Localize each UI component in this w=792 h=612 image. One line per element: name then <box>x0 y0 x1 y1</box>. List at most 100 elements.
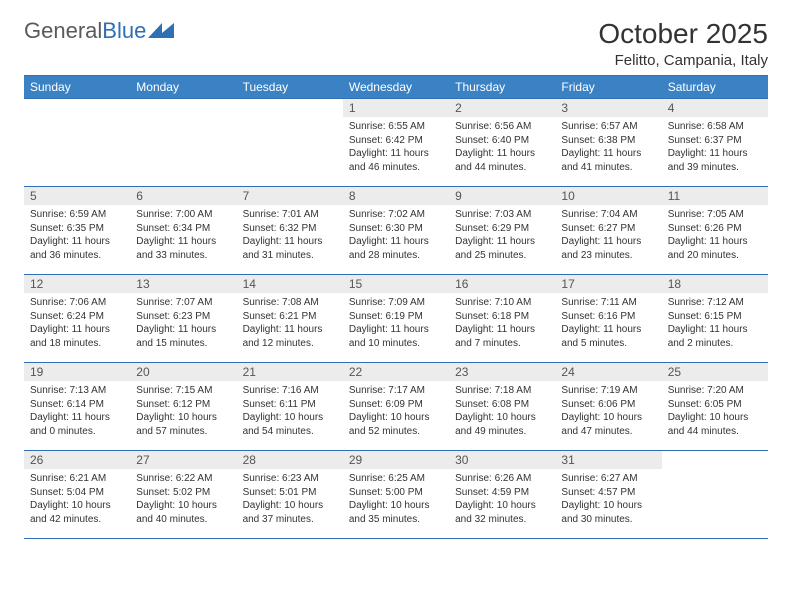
day-info: Sunrise: 6:26 AMSunset: 4:59 PMDaylight:… <box>449 469 555 530</box>
calendar-week-row: 1Sunrise: 6:55 AMSunset: 6:42 PMDaylight… <box>24 99 768 187</box>
day-number: 27 <box>130 451 236 469</box>
daylight-text: Daylight: 11 hours and 0 minutes. <box>30 411 124 438</box>
sunrise-text: Sunrise: 7:05 AM <box>668 208 762 222</box>
sunrise-text: Sunrise: 6:22 AM <box>136 472 230 486</box>
calendar-week-row: 26Sunrise: 6:21 AMSunset: 5:04 PMDayligh… <box>24 451 768 539</box>
day-number: 8 <box>343 187 449 205</box>
daylight-text: Daylight: 11 hours and 36 minutes. <box>30 235 124 262</box>
calendar-day-cell: 22Sunrise: 7:17 AMSunset: 6:09 PMDayligh… <box>343 363 449 451</box>
sunrise-text: Sunrise: 7:18 AM <box>455 384 549 398</box>
calendar-day-cell: 23Sunrise: 7:18 AMSunset: 6:08 PMDayligh… <box>449 363 555 451</box>
sunset-text: Sunset: 6:26 PM <box>668 222 762 236</box>
sunrise-text: Sunrise: 7:04 AM <box>561 208 655 222</box>
day-info: Sunrise: 7:16 AMSunset: 6:11 PMDaylight:… <box>237 381 343 442</box>
sunrise-text: Sunrise: 7:00 AM <box>136 208 230 222</box>
weekday-header: Thursday <box>449 76 555 99</box>
sunrise-text: Sunrise: 7:08 AM <box>243 296 337 310</box>
daylight-text: Daylight: 11 hours and 12 minutes. <box>243 323 337 350</box>
daylight-text: Daylight: 11 hours and 41 minutes. <box>561 147 655 174</box>
daylight-text: Daylight: 11 hours and 28 minutes. <box>349 235 443 262</box>
sunrise-text: Sunrise: 7:11 AM <box>561 296 655 310</box>
sunrise-text: Sunrise: 6:27 AM <box>561 472 655 486</box>
sunrise-text: Sunrise: 7:19 AM <box>561 384 655 398</box>
sunset-text: Sunset: 6:37 PM <box>668 134 762 148</box>
sunset-text: Sunset: 6:23 PM <box>136 310 230 324</box>
sunset-text: Sunset: 6:11 PM <box>243 398 337 412</box>
daylight-text: Daylight: 11 hours and 7 minutes. <box>455 323 549 350</box>
sunset-text: Sunset: 5:04 PM <box>30 486 124 500</box>
daylight-text: Daylight: 10 hours and 57 minutes. <box>136 411 230 438</box>
calendar-week-row: 12Sunrise: 7:06 AMSunset: 6:24 PMDayligh… <box>24 275 768 363</box>
day-info: Sunrise: 6:57 AMSunset: 6:38 PMDaylight:… <box>555 117 661 178</box>
day-number: 25 <box>662 363 768 381</box>
sunset-text: Sunset: 6:06 PM <box>561 398 655 412</box>
calendar-day-cell: 15Sunrise: 7:09 AMSunset: 6:19 PMDayligh… <box>343 275 449 363</box>
calendar-day-cell: 7Sunrise: 7:01 AMSunset: 6:32 PMDaylight… <box>237 187 343 275</box>
sunrise-text: Sunrise: 7:07 AM <box>136 296 230 310</box>
day-info: Sunrise: 7:08 AMSunset: 6:21 PMDaylight:… <box>237 293 343 354</box>
sunset-text: Sunset: 6:32 PM <box>243 222 337 236</box>
calendar-day-cell: 3Sunrise: 6:57 AMSunset: 6:38 PMDaylight… <box>555 99 661 187</box>
calendar-day-cell: 5Sunrise: 6:59 AMSunset: 6:35 PMDaylight… <box>24 187 130 275</box>
sunset-text: Sunset: 6:12 PM <box>136 398 230 412</box>
month-title: October 2025 <box>598 18 768 50</box>
daylight-text: Daylight: 10 hours and 44 minutes. <box>668 411 762 438</box>
weekday-header: Sunday <box>24 76 130 99</box>
daylight-text: Daylight: 11 hours and 33 minutes. <box>136 235 230 262</box>
day-number: 6 <box>130 187 236 205</box>
day-number: 17 <box>555 275 661 293</box>
daylight-text: Daylight: 10 hours and 47 minutes. <box>561 411 655 438</box>
sunset-text: Sunset: 6:15 PM <box>668 310 762 324</box>
calendar-day-cell: 16Sunrise: 7:10 AMSunset: 6:18 PMDayligh… <box>449 275 555 363</box>
daylight-text: Daylight: 10 hours and 54 minutes. <box>243 411 337 438</box>
day-number: 29 <box>343 451 449 469</box>
day-info: Sunrise: 7:18 AMSunset: 6:08 PMDaylight:… <box>449 381 555 442</box>
sunrise-text: Sunrise: 6:59 AM <box>30 208 124 222</box>
daylight-text: Daylight: 10 hours and 40 minutes. <box>136 499 230 526</box>
day-info: Sunrise: 7:02 AMSunset: 6:30 PMDaylight:… <box>343 205 449 266</box>
page-header: GeneralBlue October 2025 Felitto, Campan… <box>24 18 768 69</box>
brand-logo: GeneralBlue <box>24 18 174 44</box>
sunrise-text: Sunrise: 7:12 AM <box>668 296 762 310</box>
weekday-header: Monday <box>130 76 236 99</box>
weekday-header: Wednesday <box>343 76 449 99</box>
day-info: Sunrise: 7:19 AMSunset: 6:06 PMDaylight:… <box>555 381 661 442</box>
day-info: Sunrise: 7:06 AMSunset: 6:24 PMDaylight:… <box>24 293 130 354</box>
daylight-text: Daylight: 10 hours and 32 minutes. <box>455 499 549 526</box>
sunset-text: Sunset: 6:09 PM <box>349 398 443 412</box>
calendar-day-cell: 25Sunrise: 7:20 AMSunset: 6:05 PMDayligh… <box>662 363 768 451</box>
daylight-text: Daylight: 11 hours and 2 minutes. <box>668 323 762 350</box>
sunset-text: Sunset: 6:05 PM <box>668 398 762 412</box>
daylight-text: Daylight: 11 hours and 18 minutes. <box>30 323 124 350</box>
day-info: Sunrise: 6:58 AMSunset: 6:37 PMDaylight:… <box>662 117 768 178</box>
day-number: 5 <box>24 187 130 205</box>
day-info: Sunrise: 7:15 AMSunset: 6:12 PMDaylight:… <box>130 381 236 442</box>
daylight-text: Daylight: 11 hours and 39 minutes. <box>668 147 762 174</box>
calendar-day-cell: 9Sunrise: 7:03 AMSunset: 6:29 PMDaylight… <box>449 187 555 275</box>
brand-part2: Blue <box>102 18 146 43</box>
daylight-text: Daylight: 11 hours and 20 minutes. <box>668 235 762 262</box>
calendar-day-cell: 30Sunrise: 6:26 AMSunset: 4:59 PMDayligh… <box>449 451 555 539</box>
daylight-text: Daylight: 11 hours and 5 minutes. <box>561 323 655 350</box>
weekday-header: Saturday <box>662 76 768 99</box>
day-number: 4 <box>662 99 768 117</box>
sunrise-text: Sunrise: 6:58 AM <box>668 120 762 134</box>
brand-part1: General <box>24 18 102 43</box>
sunset-text: Sunset: 6:21 PM <box>243 310 337 324</box>
calendar-day-cell: 18Sunrise: 7:12 AMSunset: 6:15 PMDayligh… <box>662 275 768 363</box>
day-info: Sunrise: 6:27 AMSunset: 4:57 PMDaylight:… <box>555 469 661 530</box>
daylight-text: Daylight: 11 hours and 10 minutes. <box>349 323 443 350</box>
calendar-day-cell: 4Sunrise: 6:58 AMSunset: 6:37 PMDaylight… <box>662 99 768 187</box>
day-number: 13 <box>130 275 236 293</box>
day-number: 31 <box>555 451 661 469</box>
daylight-text: Daylight: 10 hours and 49 minutes. <box>455 411 549 438</box>
sunrise-text: Sunrise: 6:25 AM <box>349 472 443 486</box>
logo-swoosh-icon <box>148 22 174 40</box>
calendar-day-cell: 17Sunrise: 7:11 AMSunset: 6:16 PMDayligh… <box>555 275 661 363</box>
sunrise-text: Sunrise: 6:57 AM <box>561 120 655 134</box>
calendar-day-cell: 13Sunrise: 7:07 AMSunset: 6:23 PMDayligh… <box>130 275 236 363</box>
daylight-text: Daylight: 11 hours and 25 minutes. <box>455 235 549 262</box>
sunset-text: Sunset: 5:02 PM <box>136 486 230 500</box>
day-info: Sunrise: 6:25 AMSunset: 5:00 PMDaylight:… <box>343 469 449 530</box>
weekday-header-row: Sunday Monday Tuesday Wednesday Thursday… <box>24 76 768 99</box>
